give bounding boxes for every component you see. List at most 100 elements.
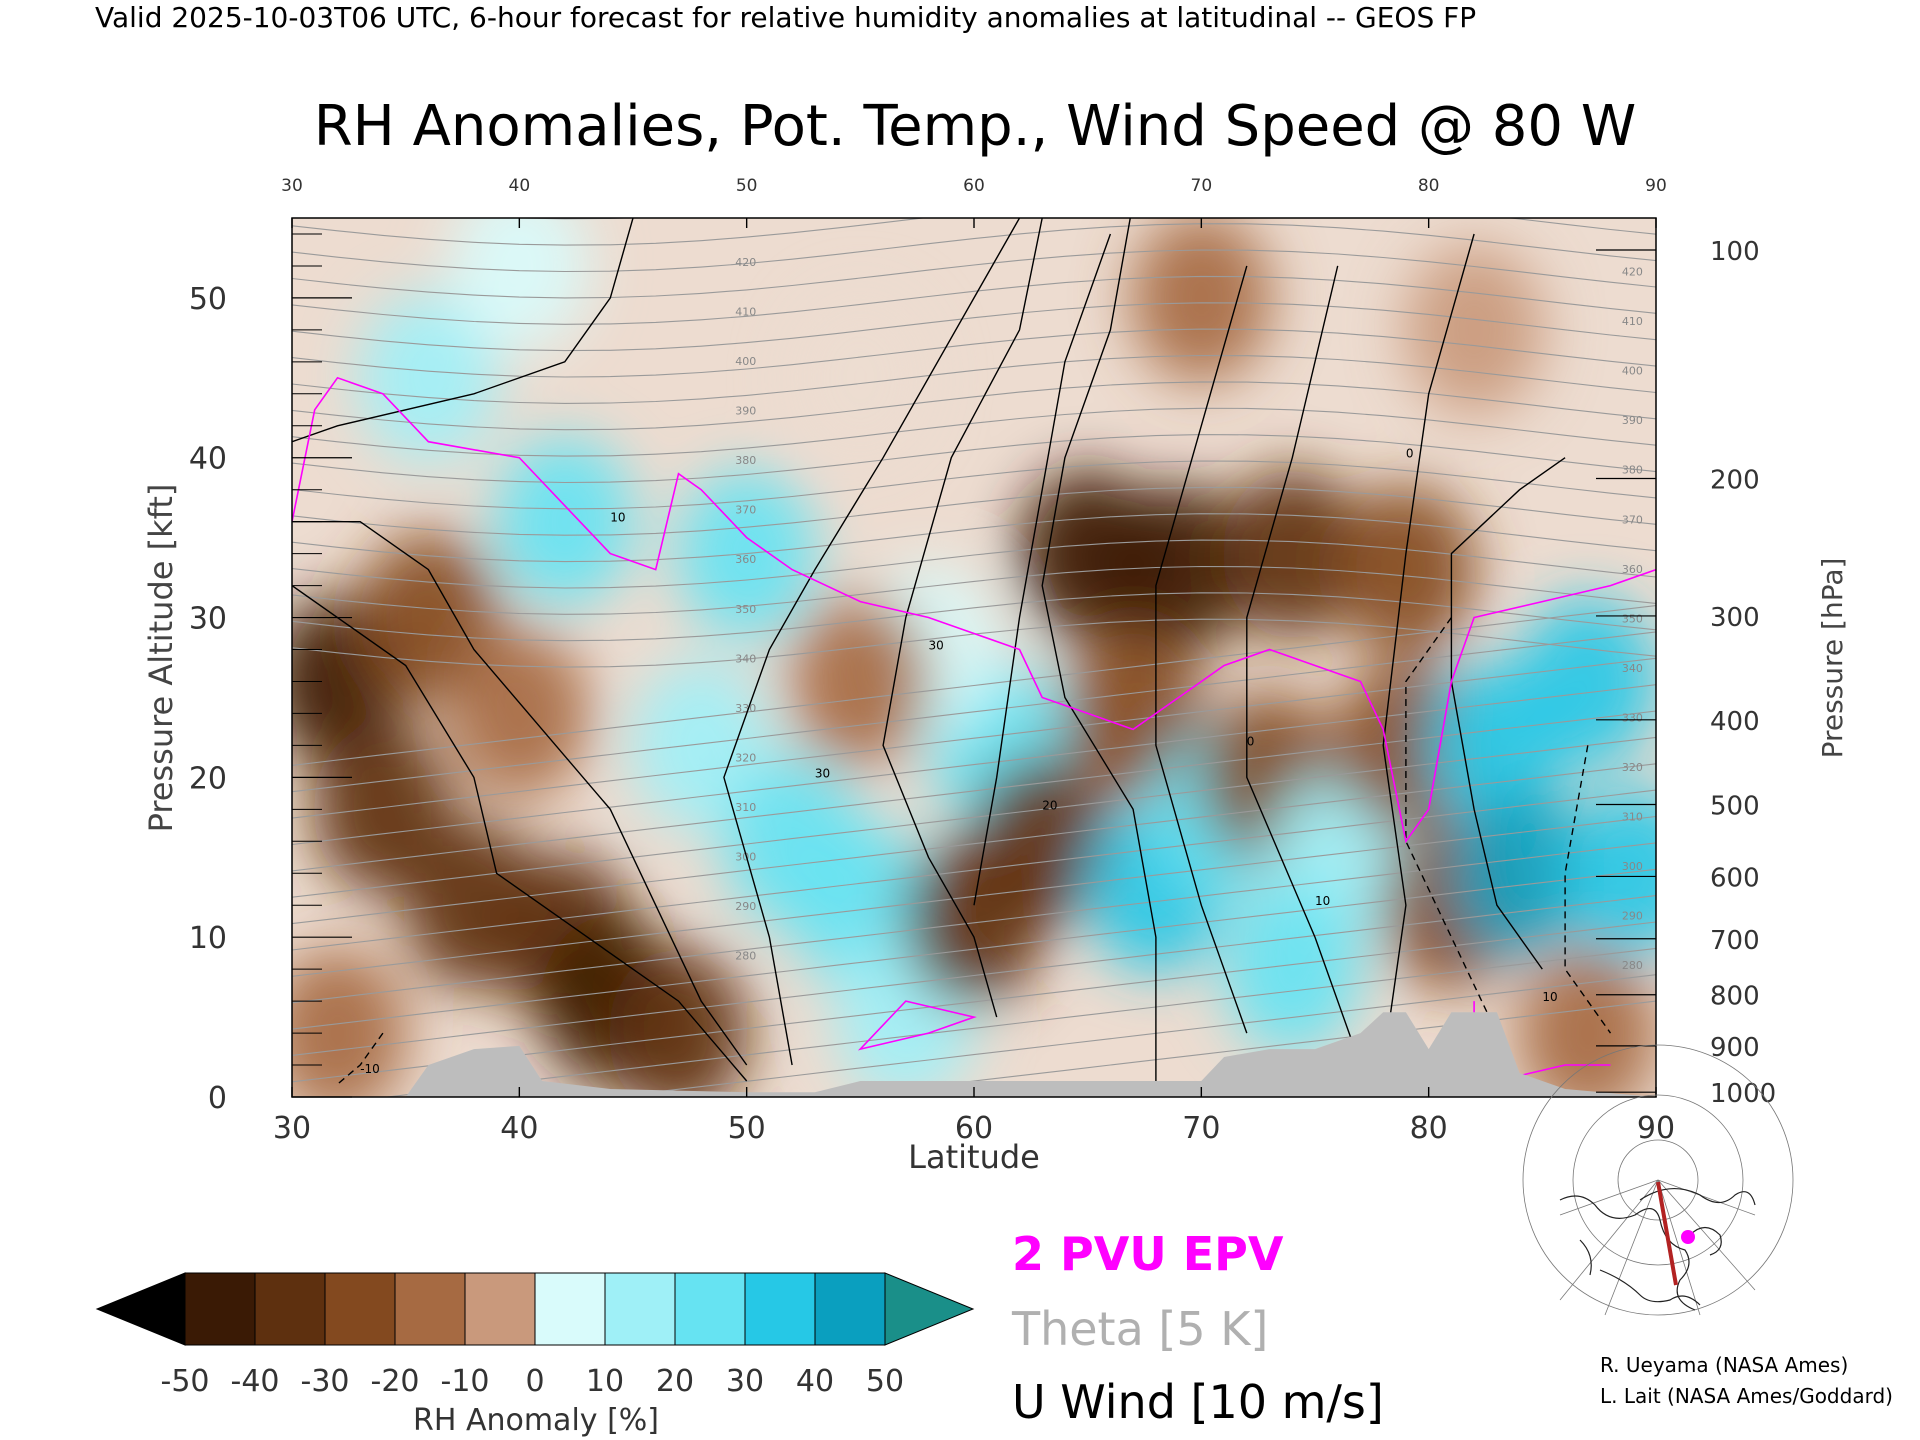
plot-area: 4204204104104004003903903803803703703603… — [189, 176, 1776, 1146]
x-tick-label-top: 70 — [1191, 176, 1213, 196]
x-tick-label: 90 — [1637, 1111, 1675, 1146]
theta-contour — [292, 631, 1656, 793]
x-tick-label: 50 — [728, 1111, 766, 1146]
theta-contour — [608, 974, 1656, 1097]
theta-contour — [292, 605, 1656, 766]
pressure-tick-label: 300 — [1710, 603, 1760, 633]
theta-contour — [292, 434, 1656, 484]
u-wind-label: -10 — [360, 1062, 380, 1076]
u-wind-contour-negative — [1405, 617, 1498, 1034]
theta-label-right: 390 — [1622, 414, 1643, 427]
theta-label-left: 350 — [735, 603, 756, 616]
x-tick-label-top: 80 — [1418, 176, 1440, 196]
pressure-tick-label: 900 — [1710, 1033, 1760, 1063]
u-wind-contour — [292, 585, 748, 1082]
theta-label-right: 320 — [1622, 761, 1643, 774]
rh-blob — [1517, 596, 1656, 767]
colorbar-zero-line — [534, 1273, 536, 1345]
x-tick-label: 80 — [1410, 1111, 1448, 1146]
theta-label-right: 380 — [1622, 464, 1643, 477]
x-tick-label-top: 50 — [736, 176, 758, 196]
rh-blob — [790, 596, 931, 767]
y-axis-left-label: Pressure Altitude [kft] — [142, 484, 180, 833]
theta-contour — [292, 513, 1656, 563]
x-tick-label-top: 30 — [281, 176, 303, 196]
u-wind-contour — [1382, 233, 1475, 1066]
theta-contour — [292, 460, 1656, 510]
rh-blob — [312, 724, 453, 895]
rh-blob — [1404, 244, 1545, 415]
rh-blob — [292, 948, 408, 1097]
x-tick-label: 70 — [1182, 1111, 1220, 1146]
colorbar-bin — [604, 1272, 676, 1346]
rh-blob — [358, 532, 499, 703]
chart-title: RH Anomalies, Pot. Temp., Wind Speed @ 8… — [314, 94, 1636, 159]
theta-label-right: 400 — [1622, 365, 1643, 378]
theta-label-right: 300 — [1622, 860, 1643, 873]
colorbar-bin — [464, 1272, 536, 1346]
theta-contour — [292, 842, 1656, 1004]
theta-label-left: 320 — [735, 751, 756, 764]
y-tick-label: 30 — [189, 602, 227, 637]
x-tick-label-top: 90 — [1645, 176, 1667, 196]
epv-marker — [1681, 1230, 1695, 1244]
colorbar-tick-label: 40 — [796, 1364, 834, 1399]
rh-blob — [631, 660, 772, 831]
u-wind-contour-negative — [337, 1032, 384, 1085]
top-caption: Valid 2025-10-03T06 UTC, 6-hour forecast… — [95, 1, 1476, 34]
pressure-tick-label: 200 — [1710, 466, 1760, 496]
theta-label-left: 410 — [735, 305, 756, 318]
rh-blob — [494, 436, 635, 607]
colorbar-tick-label: 0 — [525, 1364, 544, 1399]
legend-theta: Theta [5 K] — [1011, 1302, 1268, 1356]
u-wind-label: 10 — [1315, 894, 1330, 908]
colorbar-tick-label: -40 — [231, 1364, 280, 1399]
y-axis-right-label: Pressure [hPa] — [1816, 558, 1849, 759]
colorbar-tick-label: 10 — [586, 1364, 624, 1399]
theta-contour — [292, 868, 1656, 1030]
u-wind-label: 30 — [929, 639, 944, 653]
theta-contour — [292, 789, 1656, 951]
cross-section-line — [1656, 1181, 1678, 1286]
u-wind-contour — [723, 218, 1021, 1066]
legend-epv: 2 PVU EPV — [1012, 1227, 1284, 1281]
epv-contour — [857, 1000, 977, 1051]
colorbar-tick-label: -50 — [161, 1364, 210, 1399]
theta-label-right: 410 — [1622, 315, 1643, 328]
theta-label-right: 330 — [1622, 711, 1643, 724]
theta-label-left: 370 — [735, 504, 756, 517]
theta-label-left: 300 — [735, 850, 756, 863]
colorbar-tick-label: -20 — [371, 1364, 420, 1399]
theta-contour — [292, 684, 1656, 846]
theta-contour — [292, 223, 1656, 273]
theta-label-right: 360 — [1622, 563, 1643, 576]
colorbar-tick-label: -10 — [441, 1364, 490, 1399]
rh-blob — [358, 292, 499, 463]
theta-label-left: 420 — [735, 256, 756, 269]
y-tick-label: 50 — [189, 282, 227, 317]
colorbar-bin — [394, 1272, 466, 1346]
theta-contour — [292, 302, 1656, 352]
rh-blob — [449, 218, 590, 351]
theta-label-right: 290 — [1622, 910, 1643, 923]
colorbar-bin — [324, 1272, 396, 1346]
theta-label-left: 280 — [735, 950, 756, 963]
theta-label-left: 310 — [735, 801, 756, 814]
colorbar-under — [95, 1272, 186, 1346]
axes: 3030404050506060707080809090010203040501… — [189, 176, 1776, 1146]
u-wind-contour — [292, 218, 634, 443]
theta-contour — [292, 218, 1656, 246]
u-wind-contour-negative — [1564, 745, 1612, 1034]
u-wind-label: 20 — [1042, 798, 1057, 812]
u-wind-contour — [973, 233, 1112, 906]
theta-label-right: 340 — [1622, 662, 1643, 675]
theta-contour — [292, 249, 1656, 299]
theta-contour — [292, 486, 1656, 536]
u-wind-label: 0 — [1247, 734, 1255, 748]
x-tick-label-top: 40 — [509, 176, 531, 196]
colorbar: -50 -40 -30 -20 -10 0 10 20 30 40 50 — [95, 1272, 975, 1399]
u-wind-label: 30 — [815, 766, 830, 780]
theta-contour — [292, 565, 1656, 615]
theta-contour — [292, 657, 1656, 819]
colorbar-tick-label: 50 — [866, 1364, 904, 1399]
